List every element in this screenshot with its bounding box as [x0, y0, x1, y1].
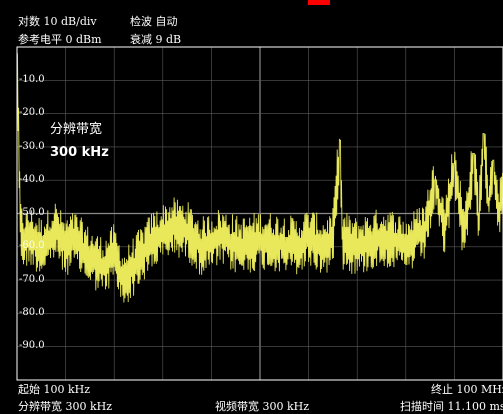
marker-indicator — [308, 0, 330, 5]
y-tick-label: -50.0 — [19, 207, 45, 218]
y-tick-label: -30.0 — [19, 141, 45, 152]
y-tick-label: -90.0 — [19, 340, 45, 351]
rbw-annotation-value: 300 kHz — [50, 145, 109, 160]
vbw-readout: 视频带宽 300 kHz — [215, 400, 310, 413]
y-tick-label: -20.0 — [19, 107, 45, 118]
spectrum-trace — [17, 53, 503, 303]
rbw-annotation: 分辨带宽 300 kHz — [50, 122, 109, 162]
rbw-annotation-title: 分辨带宽 — [50, 122, 103, 137]
rbw-readout: 分辨带宽 300 kHz — [18, 400, 113, 413]
y-tick-label: -10.0 — [19, 74, 45, 85]
y-tick-label: -80.0 — [19, 307, 45, 318]
scale-readout: 对数 10 dB/div — [18, 15, 97, 28]
y-tick-label: -70.0 — [19, 274, 45, 285]
sweep-time-readout: 扫描时间 11.100 ms — [400, 400, 503, 413]
y-tick-label: -40.0 — [19, 174, 45, 185]
attenuation-readout: 衰减 9 dB — [130, 33, 182, 46]
start-frequency: 起始 100 kHz — [18, 383, 91, 396]
detector-readout: 检波 自动 — [130, 15, 178, 28]
y-tick-label: -60.0 — [19, 240, 45, 251]
graticule-border — [16, 46, 503, 381]
ref-level-readout: 参考电平 0 dBm — [18, 33, 102, 46]
stop-frequency: 终止 100 MHz — [431, 383, 503, 396]
